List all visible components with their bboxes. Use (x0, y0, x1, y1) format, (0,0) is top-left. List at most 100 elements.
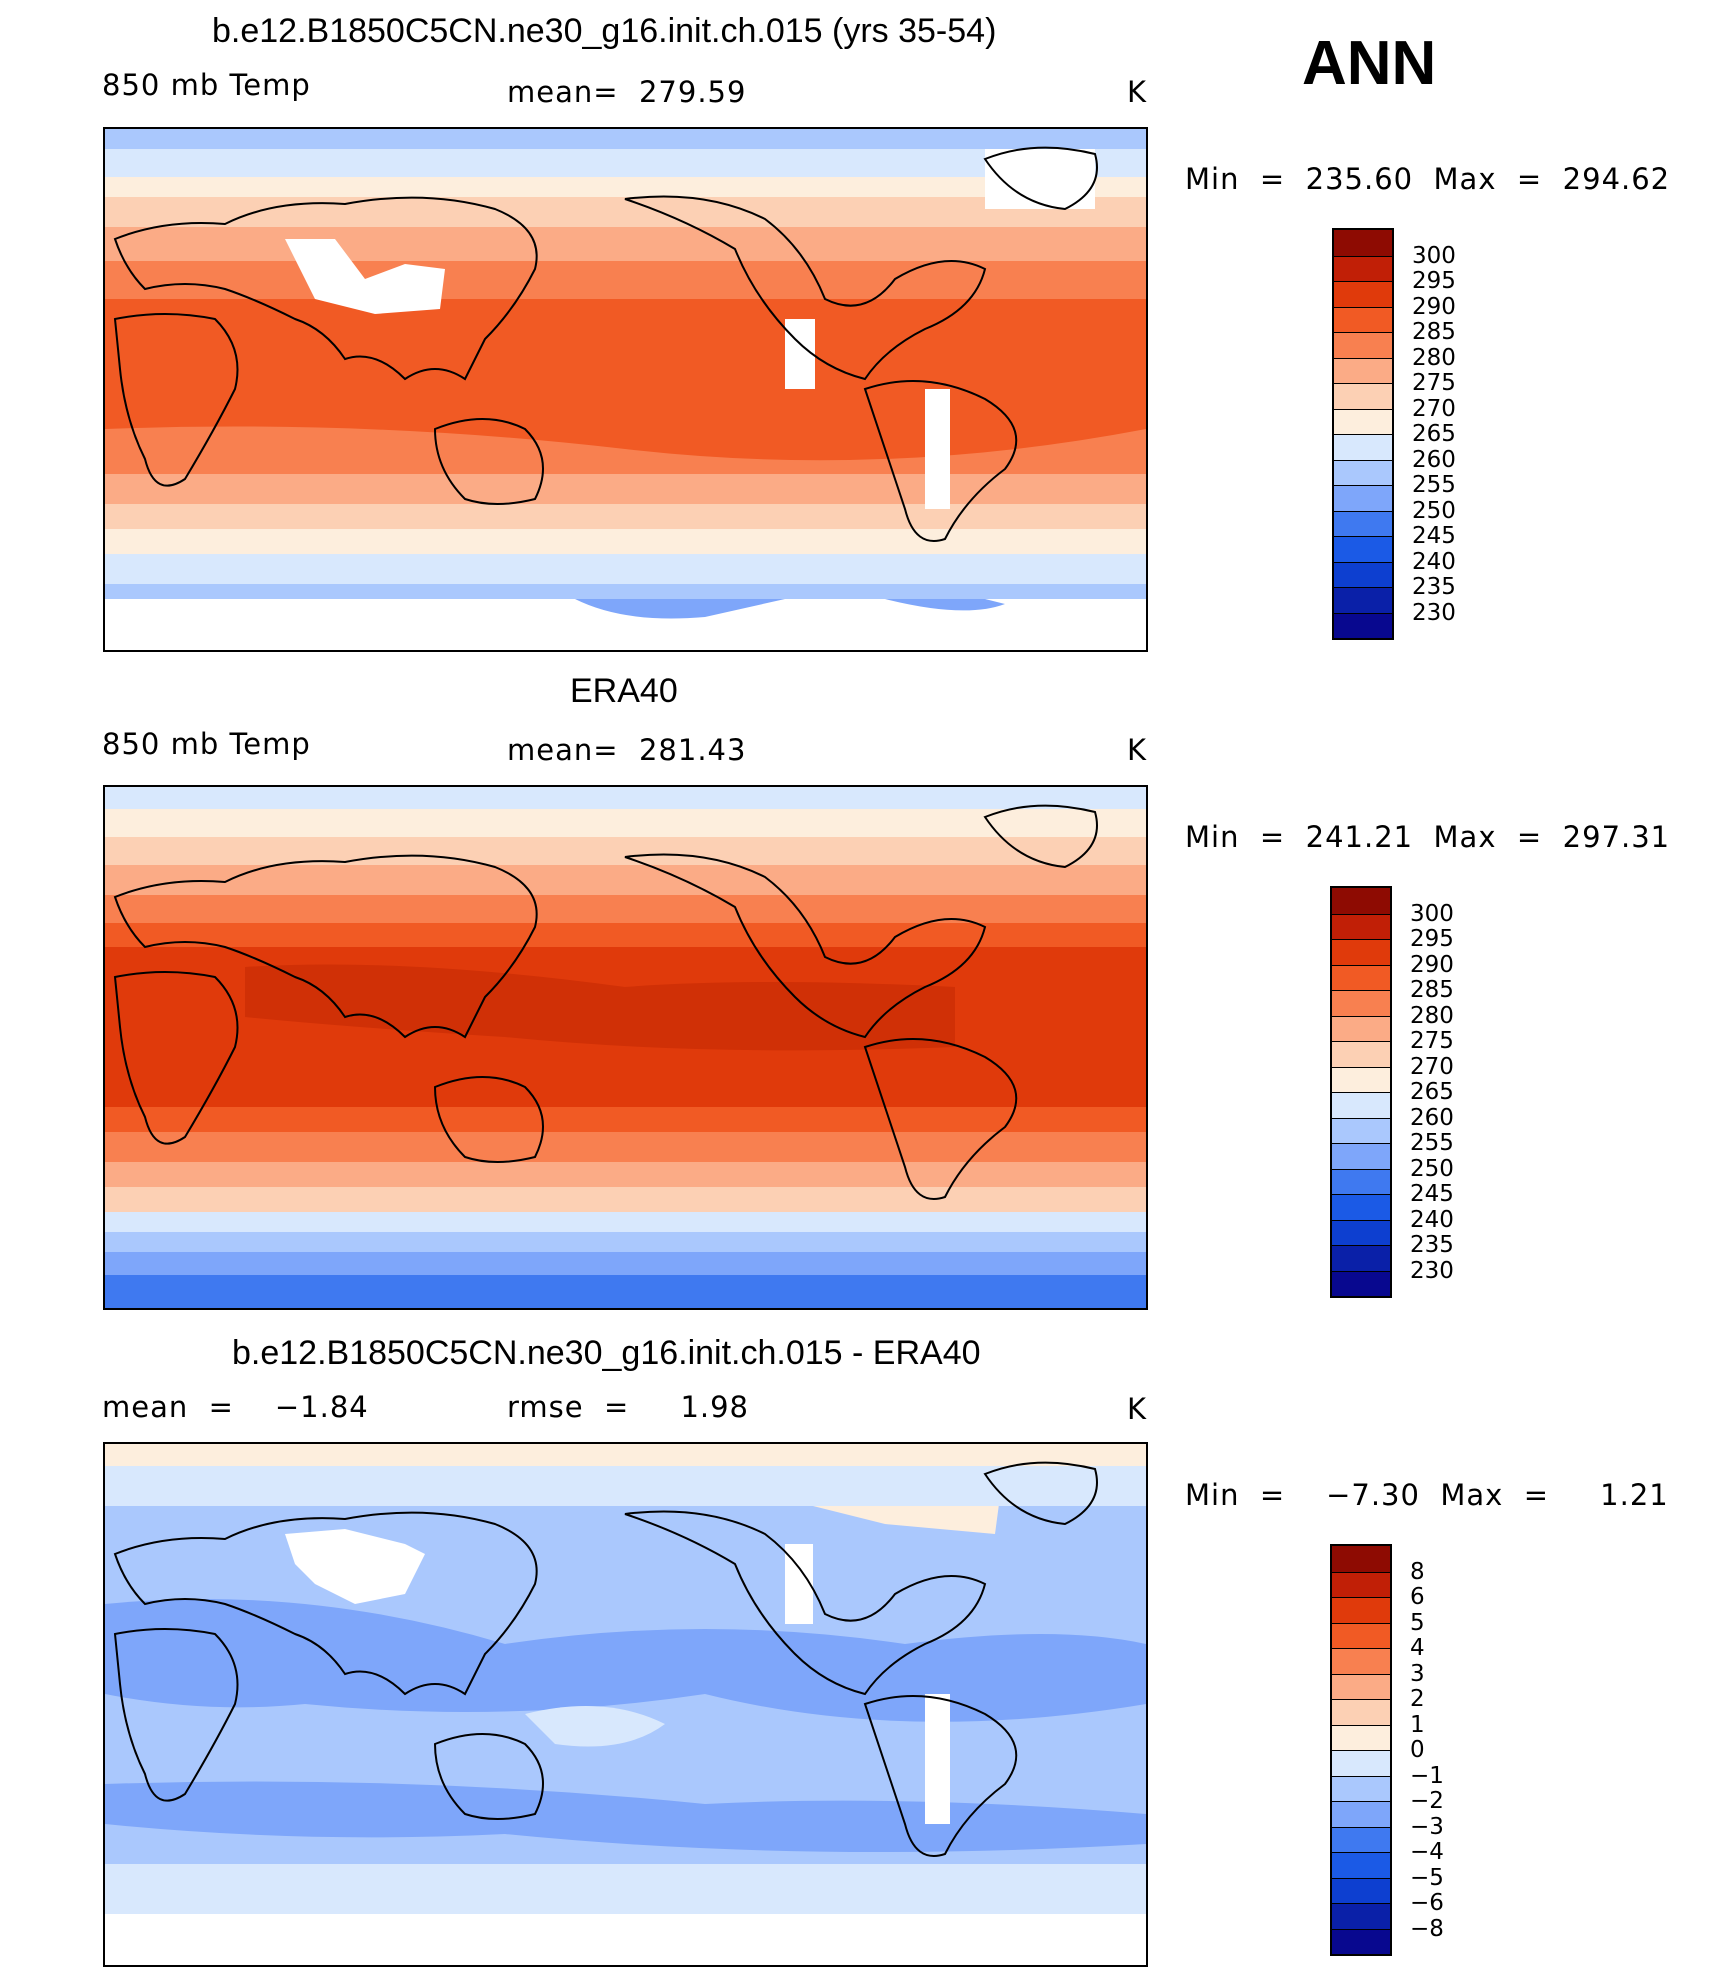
colorbar-cell (1332, 1015, 1390, 1041)
panel2-colorbar (1330, 886, 1392, 1298)
colorbar-cell (1332, 939, 1390, 965)
colorbar-cell (1332, 1903, 1390, 1929)
colorbar-tick-label: 8 (1410, 1558, 1425, 1585)
colorbar-cell (1332, 1877, 1390, 1903)
colorbar-tick-label: 245 (1412, 523, 1456, 549)
p2-band (105, 1132, 1146, 1167)
colorbar-cell (1334, 485, 1392, 511)
colorbar-tick-label: 280 (1410, 1002, 1454, 1029)
colorbar-cell (1332, 1750, 1390, 1776)
p3-coastlines (113, 1461, 1098, 1857)
colorbar-tick-label: 245 (1410, 1181, 1454, 1207)
colorbar-tick-label: 300 (1410, 900, 1454, 927)
colorbar-cell (1332, 1168, 1390, 1194)
colorbar-cell (1332, 1622, 1390, 1648)
colorbar-cell (1334, 255, 1392, 281)
colorbar-tick-label: 250 (1410, 1155, 1454, 1182)
colorbar-cell (1332, 1826, 1390, 1852)
colorbar-tick-label: 270 (1412, 395, 1456, 422)
panel2-variable-label: 850 mb Temp (102, 727, 311, 761)
colorbar-tick-label: 295 (1412, 268, 1456, 294)
colorbar-cell (1332, 1699, 1390, 1725)
panel3-map (103, 1442, 1148, 1967)
p1-greenland-mask (985, 149, 1095, 209)
panel2-minmax: Min = 241.21 Max = 297.31 (1185, 820, 1671, 854)
p3-band (105, 1781, 1146, 1852)
p1-band (575, 599, 785, 619)
season-label: ANN (1302, 29, 1437, 98)
p1-band (885, 599, 1005, 611)
colorbar-tick-label: 230 (1412, 599, 1456, 626)
colorbar-cell (1334, 536, 1392, 562)
panel3-rmse-label: rmse = 1.98 (507, 1390, 750, 1424)
panel3-minmax: Min = −7.30 Max = 1.21 (1185, 1478, 1669, 1512)
panel3-units: K (1127, 1392, 1148, 1426)
colorbar-cell (1332, 1648, 1390, 1674)
p2-band (105, 1275, 1146, 1308)
colorbar-tick-label: 240 (1410, 1206, 1454, 1233)
colorbar-tick-label: 265 (1412, 421, 1456, 447)
colorbar-cell (1334, 383, 1392, 409)
colorbar-tick-label: 3 (1410, 1660, 1425, 1687)
colorbar-tick-label: 230 (1410, 1257, 1454, 1284)
colorbar-cell (1334, 459, 1392, 485)
colorbar-tick-label: 1 (1410, 1711, 1425, 1738)
panel2-map (103, 785, 1148, 1310)
panel1-colorbar (1332, 228, 1394, 640)
p3-band (105, 1466, 1146, 1506)
colorbar-tick-label: −3 (1410, 1813, 1444, 1840)
colorbar-cell (1334, 587, 1392, 613)
p3-tibet-mask (285, 1529, 425, 1604)
colorbar-cell (1332, 1801, 1390, 1827)
p3-andes-mask (925, 1694, 950, 1824)
p3-band (105, 1599, 1146, 1722)
colorbar-cell (1332, 1852, 1390, 1878)
colorbar-tick-label: 0 (1410, 1737, 1425, 1763)
panel2-units: K (1127, 733, 1148, 767)
panel1-units: K (1127, 75, 1148, 109)
colorbar-cell (1332, 1928, 1390, 1954)
colorbar-tick-label: 235 (1412, 574, 1456, 600)
colorbar-cell (1334, 357, 1392, 383)
p3-antarctica (105, 1914, 1146, 1965)
colorbar-tick-label: 275 (1410, 1028, 1454, 1054)
colorbar-cell (1332, 1219, 1390, 1245)
panel2-mean-label: mean= 281.43 (507, 733, 747, 767)
panel2-contour-field (105, 787, 1146, 1308)
panel3-contour-field (105, 1444, 1146, 1965)
panel1-title: b.e12.B1850C5CN.ne30_g16.init.ch.015 (yr… (212, 12, 997, 50)
colorbar-tick-label: 265 (1410, 1079, 1454, 1105)
colorbar-tick-label: 285 (1412, 319, 1456, 345)
colorbar-tick-label: −5 (1410, 1864, 1444, 1891)
panel1-minmax: Min = 235.60 Max = 294.62 (1185, 162, 1671, 196)
colorbar-cell (1334, 561, 1392, 587)
p1-tibet-mask (285, 239, 445, 314)
panel2-title: ERA40 (570, 672, 678, 710)
colorbar-cell (1332, 1673, 1390, 1699)
colorbar-cell (1332, 1041, 1390, 1067)
colorbar-cell (1332, 888, 1390, 914)
panel3-mean-label: mean = −1.84 (102, 1390, 369, 1424)
colorbar-tick-label: 240 (1412, 548, 1456, 575)
colorbar-cell (1332, 913, 1390, 939)
panel1-mean-label: mean= 279.59 (507, 75, 747, 109)
colorbar-tick-label: 260 (1412, 446, 1456, 473)
colorbar-cell (1332, 964, 1390, 990)
colorbar-cell (1332, 1143, 1390, 1169)
colorbar-cell (1334, 281, 1392, 307)
p1-coastlines (113, 146, 1098, 542)
colorbar-cell (1332, 1092, 1390, 1118)
p3-band (525, 1706, 665, 1747)
colorbar-tick-label: 280 (1412, 344, 1456, 371)
colorbar-cell (1332, 1194, 1390, 1220)
colorbar-tick-label: 5 (1410, 1609, 1425, 1636)
colorbar-tick-label: 260 (1410, 1104, 1454, 1131)
p2-band (105, 1252, 1146, 1277)
colorbar-tick-label: 255 (1412, 472, 1456, 498)
panel1-contour-field (105, 129, 1146, 650)
panel1-variable-label: 850 mb Temp (102, 68, 311, 102)
colorbar-cell (1334, 332, 1392, 358)
colorbar-tick-label: 6 (1410, 1584, 1425, 1610)
p1-band (105, 554, 1146, 589)
p2-coastlines (113, 804, 1098, 1200)
